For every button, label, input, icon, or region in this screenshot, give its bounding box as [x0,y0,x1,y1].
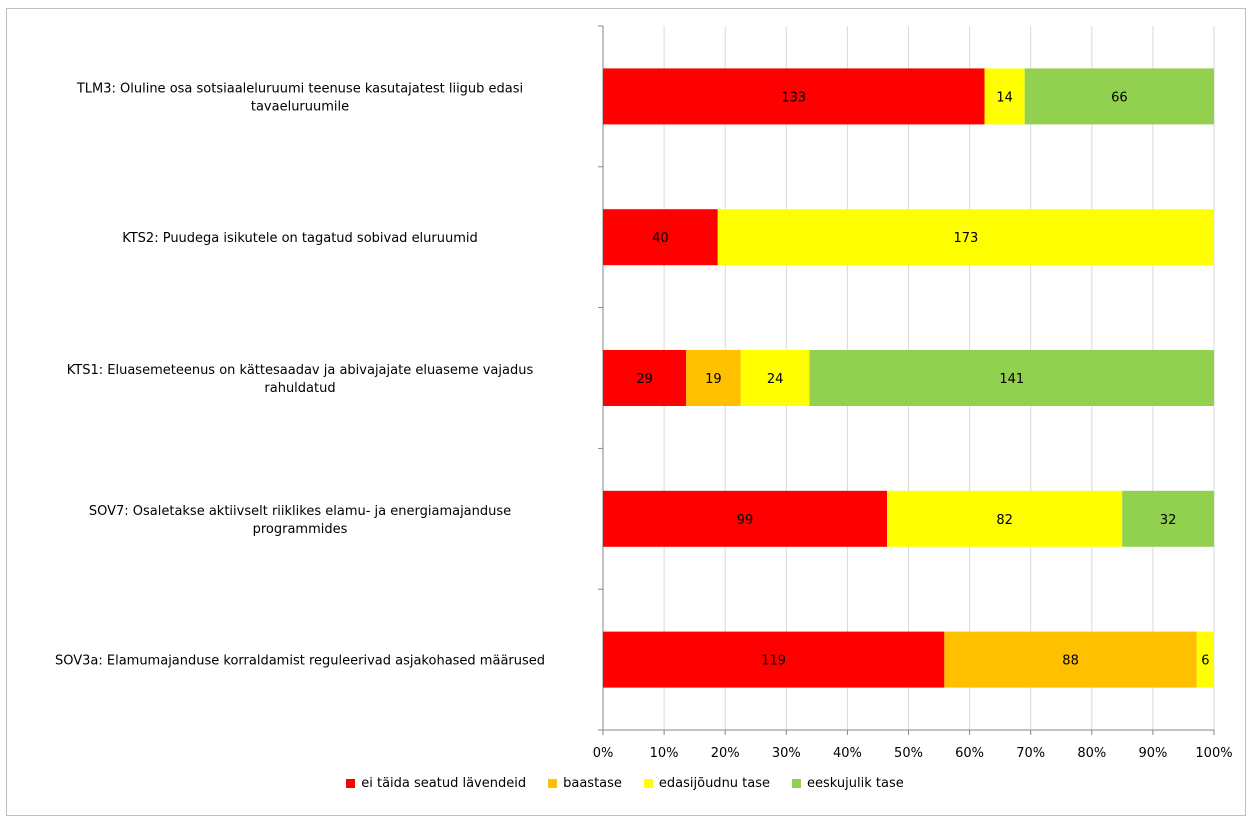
bar-data-label: 29 [636,372,653,387]
bar-data-label: 88 [1062,654,1079,669]
category-label-line: SOV3a: Elamumajanduse korraldamist regul… [55,654,545,669]
bar-segment [1122,490,1214,547]
bar-segment [1196,631,1214,688]
legend-item: baastase [548,776,622,791]
category-label-line: tavaeluruumile [251,99,349,114]
bar-data-label: 119 [761,654,786,669]
bars [603,68,1214,688]
bar-segment [686,350,741,406]
category-label-line: KTS1: Eluasemeteenus on kättesaadav ja a… [67,363,534,378]
legend-swatch [792,779,802,788]
bar-data-label: 19 [705,372,722,387]
bar-data-label: 133 [781,90,806,105]
x-tick-label: 10% [650,746,679,761]
legend-item: ei täida seatud lävendeid [346,776,526,791]
legend-item: eeskujulik tase [792,776,904,791]
category-label: KTS2: Puudega isikutele on tagatud sobiv… [122,231,478,246]
bar-data-label: 99 [737,513,754,528]
bar-segment [603,350,687,406]
legend-item: edasijõudnu tase [643,776,771,791]
x-tick-label: 20% [711,746,740,761]
legend-label: ei täida seatud lävendeid [361,776,527,791]
bar-segment [603,490,887,547]
legend-swatch [643,779,653,788]
x-tick-label: 0% [593,746,614,761]
legend-label: edasijõudnu tase [658,776,771,791]
x-tick-label: 50% [894,746,923,761]
bar-segment [740,350,810,406]
legend-label: eeskujulik tase [807,776,904,791]
x-tick-label: 70% [1016,746,1045,761]
x-tick-label: 30% [772,746,801,761]
bar-segment [603,631,945,688]
bar-segment [984,68,1025,125]
category-label: TLM3: Oluline osa sotsiaaleluruumi teenu… [76,81,523,114]
bar-segment [1024,68,1214,125]
bar-data-label: 6 [1201,654,1209,669]
x-tick-label: 40% [833,746,862,761]
bar-data-label: 173 [953,231,978,246]
bar-data-label: 66 [1111,90,1128,105]
x-tick-label: 80% [1077,746,1106,761]
bar-data-label: 40 [652,231,669,246]
category-label: SOV3a: Elamumajanduse korraldamist regul… [55,654,545,669]
bar-data-label: 14 [996,90,1013,105]
legend-label: baastase [563,776,622,791]
bar-segment [886,490,1123,547]
category-label-line: SOV7: Osaletakse aktiivselt riiklikes el… [89,504,511,519]
category-label: KTS1: Eluasemeteenus on kättesaadav ja a… [67,363,534,396]
bar-segment [944,631,1197,688]
bar-segment [809,350,1214,406]
bar-data-label: 24 [767,372,784,387]
bar-data-label: 32 [1160,513,1177,528]
category-label-line: programmides [253,522,348,537]
bar-segment [603,68,985,125]
category-label-line: rahuldatud [264,381,335,396]
x-tick-label: 100% [1195,746,1232,761]
legend-swatch [346,779,356,788]
category-label-line: TLM3: Oluline osa sotsiaaleluruumi teenu… [76,81,523,96]
x-tick-label: 60% [955,746,984,761]
labels: 0% 10% 20% 30% 40% 50% 60% 70% 80% 90% 100%133 14 66… [55,81,1233,761]
x-tick-label: 90% [1138,746,1167,761]
legend: ei täida seatud lävendeid baastase edasijõ… [0,776,1250,791]
bar-segment [603,209,718,266]
bar-data-label: 141 [999,372,1024,387]
legend-swatch [548,779,558,788]
category-label: SOV7: Osaletakse aktiivselt riiklikes el… [89,504,511,537]
category-label-line: KTS2: Puudega isikutele on tagatud sobiv… [122,231,478,246]
bar-data-label: 82 [996,513,1013,528]
bar-segment [717,209,1214,266]
